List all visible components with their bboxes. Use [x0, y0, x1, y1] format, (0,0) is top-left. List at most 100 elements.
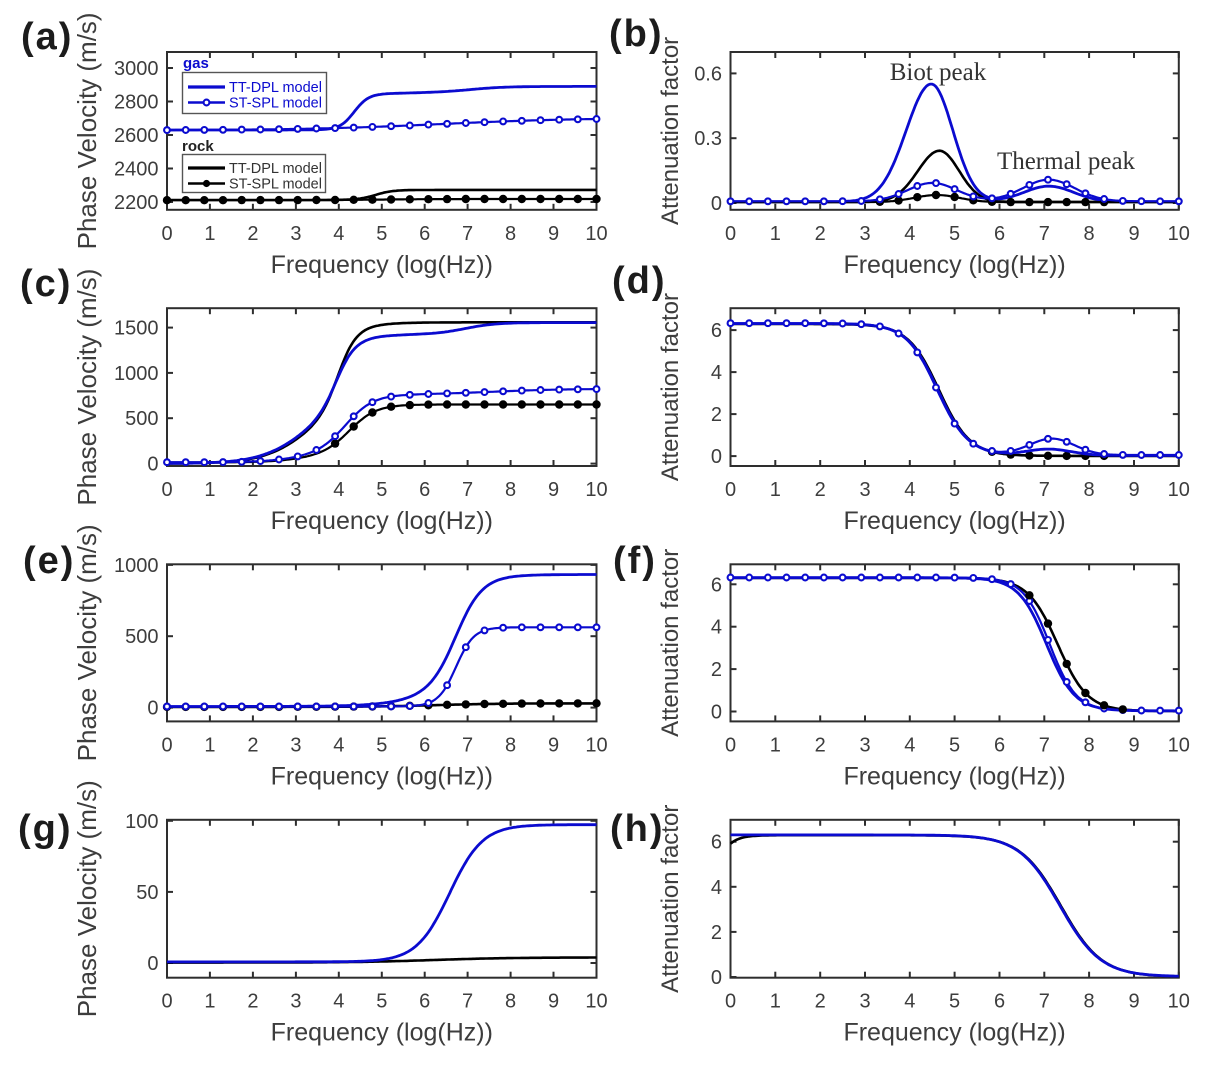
svg-text:7: 7: [1039, 479, 1050, 501]
svg-text:6: 6: [994, 991, 1005, 1013]
svg-text:2600: 2600: [114, 125, 159, 147]
svg-text:1: 1: [770, 223, 781, 245]
svg-text:2200: 2200: [114, 192, 159, 214]
svg-text:1000: 1000: [114, 555, 159, 577]
svg-text:(h): (h): [610, 808, 665, 850]
svg-text:2: 2: [815, 734, 826, 756]
svg-text:4: 4: [904, 734, 915, 756]
svg-text:3: 3: [859, 479, 870, 501]
svg-text:Frequency (log(Hz)): Frequency (log(Hz)): [271, 762, 493, 790]
svg-text:1: 1: [770, 991, 781, 1013]
svg-text:1: 1: [204, 479, 215, 501]
svg-text:ST-SPL model: ST-SPL model: [229, 96, 322, 112]
svg-text:7: 7: [462, 991, 473, 1013]
svg-text:0: 0: [161, 991, 172, 1013]
svg-text:9: 9: [548, 991, 559, 1013]
svg-text:0: 0: [147, 698, 158, 720]
svg-text:9: 9: [548, 223, 559, 245]
svg-text:Thermal peak: Thermal peak: [997, 148, 1136, 175]
svg-text:3: 3: [290, 223, 301, 245]
svg-text:2: 2: [247, 734, 258, 756]
svg-text:0: 0: [161, 479, 172, 501]
svg-text:(a): (a): [21, 16, 73, 58]
svg-text:4: 4: [333, 479, 344, 501]
svg-text:10: 10: [585, 734, 607, 756]
svg-text:Frequency (log(Hz)): Frequency (log(Hz)): [843, 251, 1065, 279]
svg-text:8: 8: [505, 223, 516, 245]
svg-text:2: 2: [711, 404, 722, 426]
svg-text:6: 6: [994, 734, 1005, 756]
svg-text:rock: rock: [182, 138, 214, 155]
svg-text:6: 6: [419, 734, 430, 756]
svg-text:0: 0: [711, 702, 722, 724]
svg-text:6: 6: [711, 574, 722, 596]
svg-text:6: 6: [419, 479, 430, 501]
svg-text:5: 5: [949, 479, 960, 501]
svg-text:1: 1: [770, 479, 781, 501]
svg-text:500: 500: [125, 408, 158, 430]
svg-text:7: 7: [1039, 223, 1050, 245]
svg-text:7: 7: [462, 223, 473, 245]
svg-text:1: 1: [204, 734, 215, 756]
svg-text:1: 1: [204, 991, 215, 1013]
svg-text:Attenuation factor: Attenuation factor: [657, 805, 684, 993]
svg-text:Phase Velocity (m/s): Phase Velocity (m/s): [72, 780, 102, 1017]
svg-text:gas: gas: [183, 55, 209, 72]
svg-text:2400: 2400: [114, 159, 159, 181]
svg-text:8: 8: [1084, 479, 1095, 501]
svg-text:2: 2: [815, 223, 826, 245]
svg-text:0: 0: [711, 193, 722, 215]
svg-text:3: 3: [859, 991, 870, 1013]
svg-text:7: 7: [1039, 991, 1050, 1013]
svg-text:Frequency (log(Hz)): Frequency (log(Hz)): [271, 251, 493, 279]
svg-text:TT-DPL model: TT-DPL model: [229, 80, 322, 96]
svg-text:8: 8: [1084, 223, 1095, 245]
svg-text:10: 10: [1168, 734, 1190, 756]
svg-text:(g): (g): [18, 808, 73, 850]
svg-text:6: 6: [994, 479, 1005, 501]
svg-text:2800: 2800: [114, 92, 159, 114]
svg-text:Attenuation factor: Attenuation factor: [657, 549, 684, 737]
svg-text:Attenuation factor: Attenuation factor: [657, 37, 684, 225]
svg-text:Phase Velocity (m/s): Phase Velocity (m/s): [72, 12, 102, 249]
svg-text:0: 0: [725, 991, 736, 1013]
svg-text:0: 0: [161, 223, 172, 245]
svg-text:5: 5: [949, 991, 960, 1013]
svg-text:0: 0: [147, 953, 158, 975]
svg-text:Frequency (log(Hz)): Frequency (log(Hz)): [271, 1019, 493, 1047]
svg-text:2: 2: [711, 659, 722, 681]
svg-text:5: 5: [949, 223, 960, 245]
svg-text:9: 9: [1128, 734, 1139, 756]
svg-text:8: 8: [1084, 734, 1095, 756]
svg-text:6: 6: [994, 223, 1005, 245]
svg-text:10: 10: [1168, 991, 1190, 1013]
svg-text:4: 4: [333, 991, 344, 1013]
svg-text:50: 50: [136, 882, 158, 904]
svg-text:Frequency (log(Hz)): Frequency (log(Hz)): [843, 1019, 1065, 1047]
svg-text:0: 0: [725, 223, 736, 245]
svg-text:500: 500: [125, 626, 158, 648]
svg-text:3: 3: [859, 223, 870, 245]
svg-text:4: 4: [333, 734, 344, 756]
svg-text:3: 3: [290, 991, 301, 1013]
svg-text:(e): (e): [23, 540, 75, 582]
svg-text:100: 100: [125, 811, 158, 833]
svg-text:9: 9: [548, 734, 559, 756]
svg-text:2: 2: [815, 479, 826, 501]
svg-text:2: 2: [247, 479, 258, 501]
svg-text:5: 5: [376, 734, 387, 756]
svg-text:2: 2: [815, 991, 826, 1013]
svg-text:4: 4: [711, 617, 722, 639]
svg-text:1000: 1000: [114, 363, 159, 385]
svg-text:5: 5: [949, 734, 960, 756]
svg-text:9: 9: [548, 479, 559, 501]
svg-text:0: 0: [161, 734, 172, 756]
svg-text:8: 8: [1084, 991, 1095, 1013]
svg-text:0: 0: [711, 967, 722, 989]
svg-text:(f): (f): [613, 540, 657, 582]
svg-text:10: 10: [585, 991, 607, 1013]
svg-text:4: 4: [904, 991, 915, 1013]
svg-text:4: 4: [711, 362, 722, 384]
svg-text:3: 3: [290, 734, 301, 756]
svg-text:3000: 3000: [114, 58, 159, 80]
